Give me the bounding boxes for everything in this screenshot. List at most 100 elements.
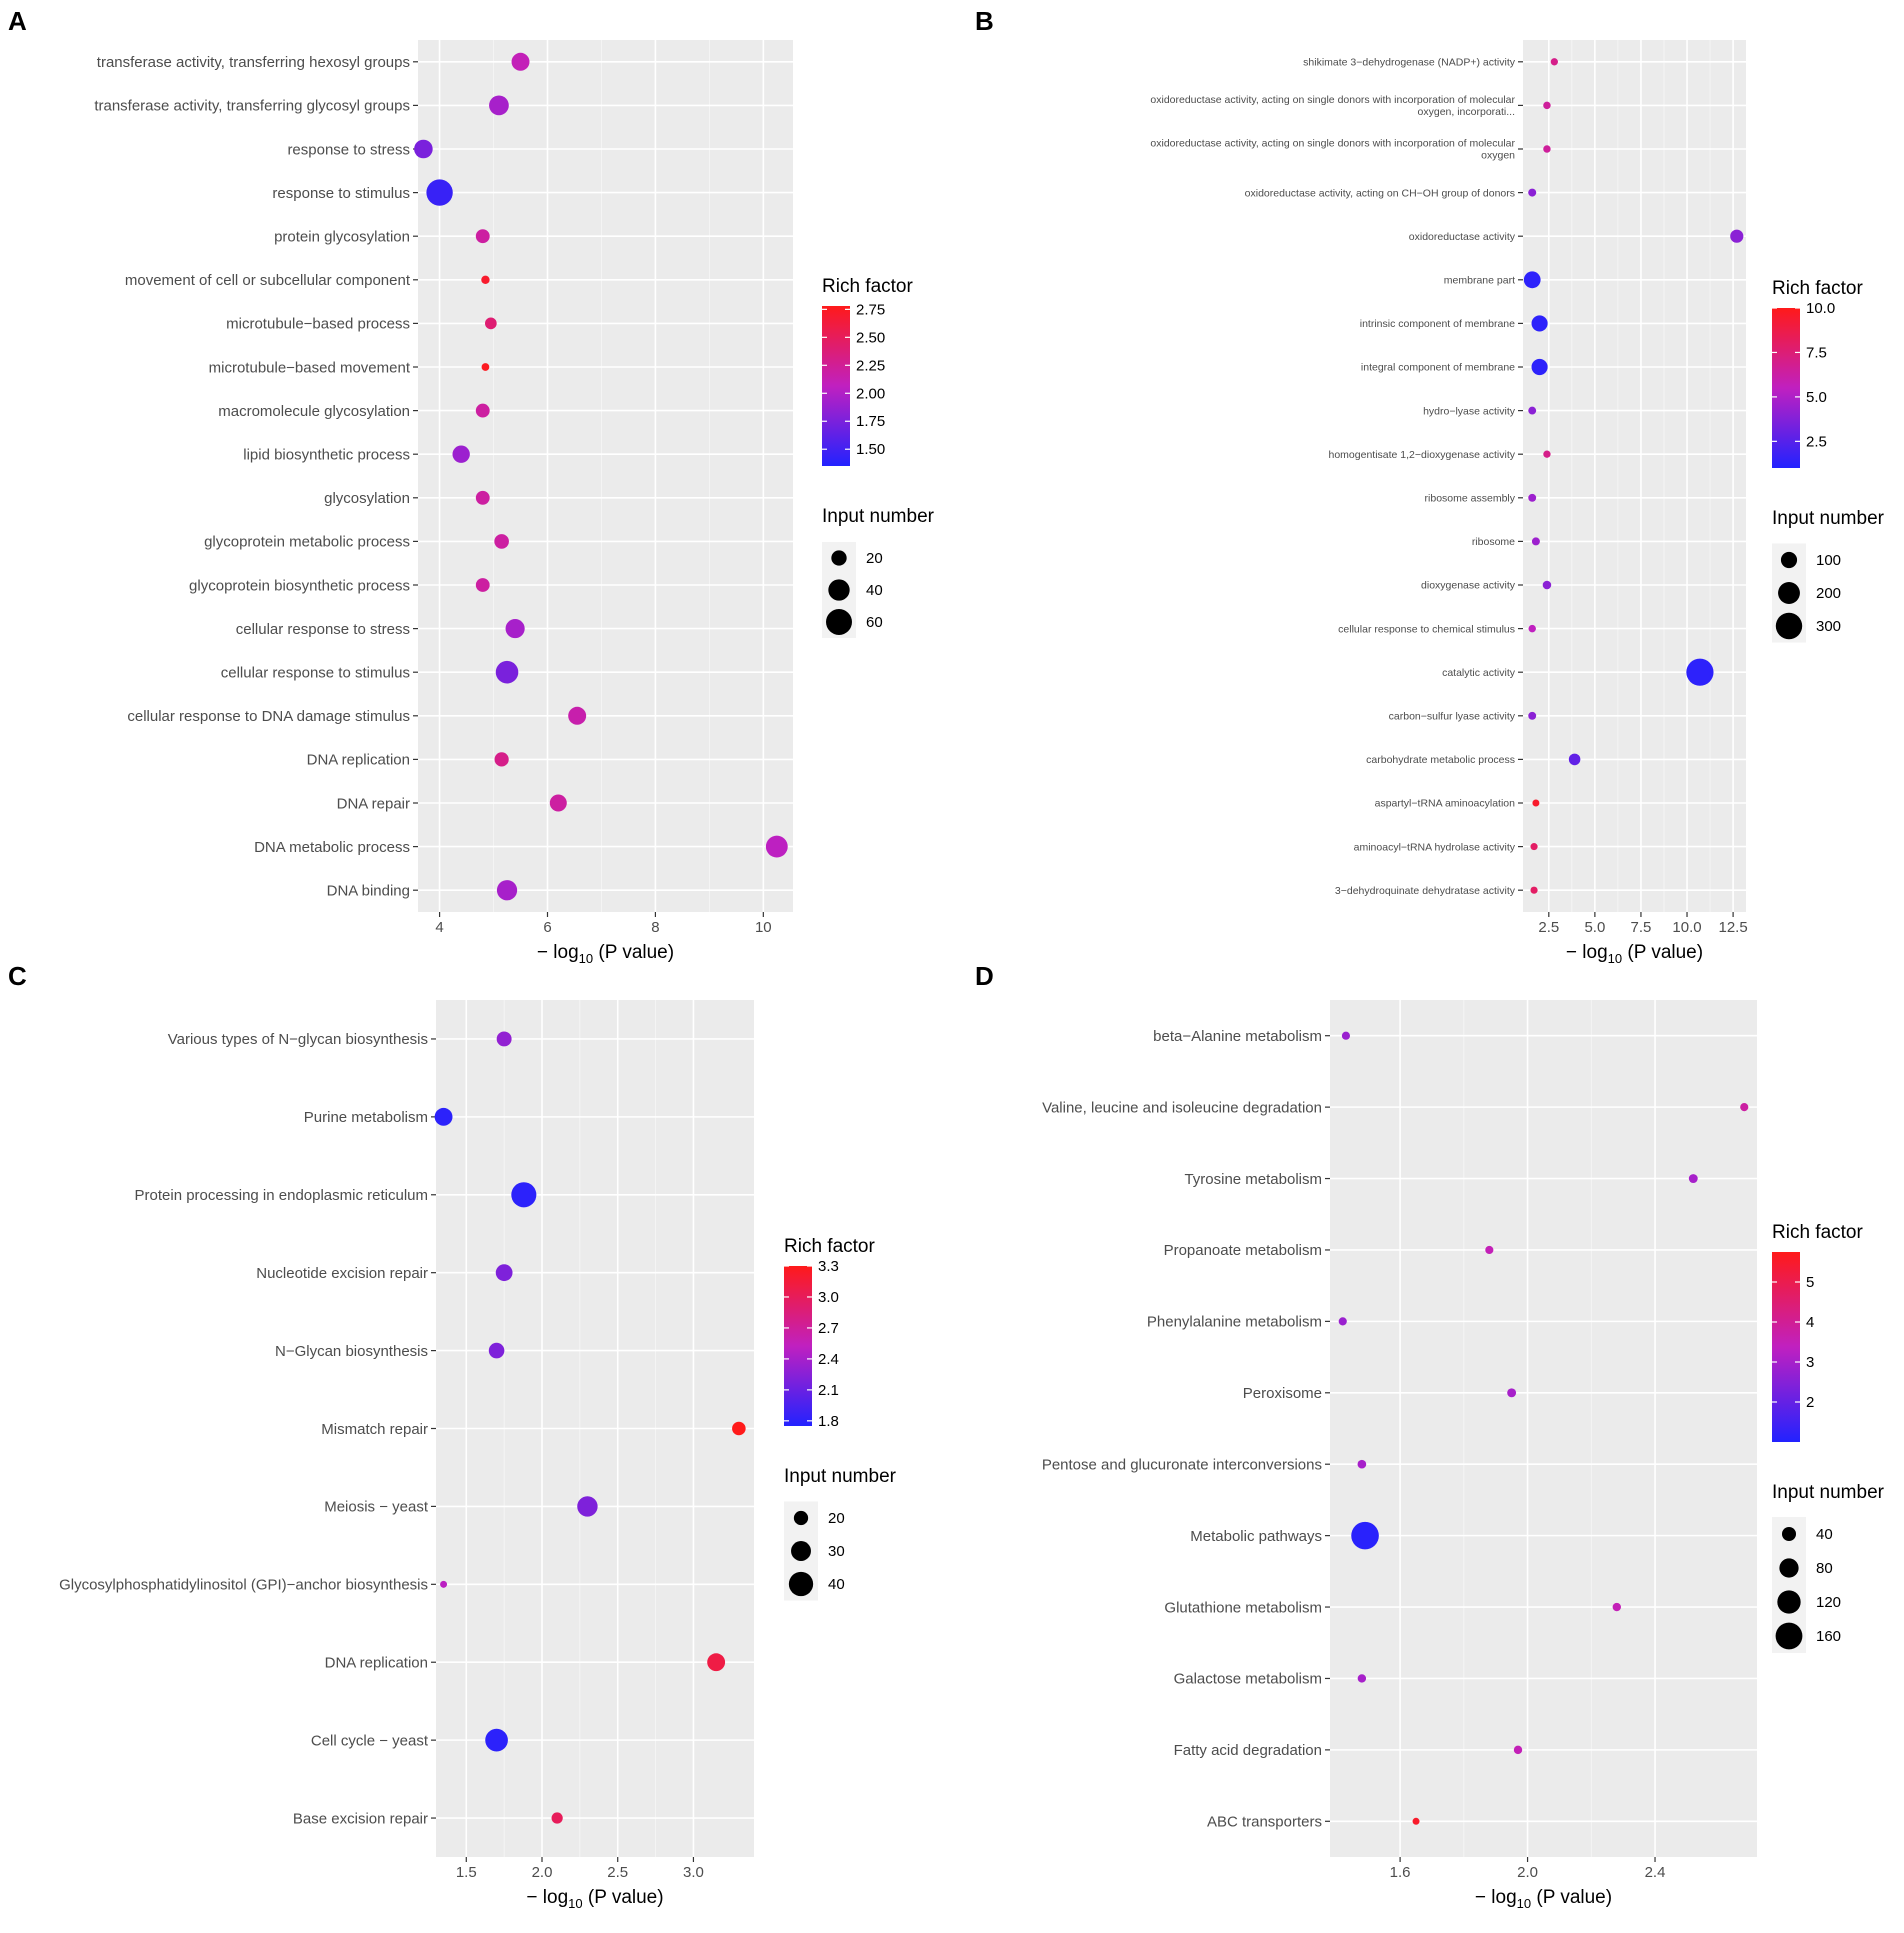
y-term-label: beta−Alanine metabolism [1153, 1028, 1322, 1045]
data-point [496, 880, 518, 901]
y-term-label: membrane part [1444, 274, 1515, 286]
data-point [1357, 1459, 1367, 1469]
y-term-label: Phenylalanine metabolism [1147, 1314, 1322, 1331]
size-key-point [793, 1510, 809, 1526]
data-point [1507, 1388, 1517, 1398]
x-tick-label: 2.5 [607, 1864, 628, 1881]
y-term-label: DNA metabolic process [254, 839, 410, 856]
data-point [1338, 1317, 1347, 1326]
data-point [434, 1107, 453, 1126]
data-point [484, 317, 497, 330]
size-key-point [1777, 1590, 1801, 1614]
size-key-label: 80 [1816, 1560, 1833, 1577]
y-term-label: transferase activity, transferring glyco… [94, 98, 410, 115]
data-point [1543, 450, 1551, 458]
data-point [1523, 271, 1541, 289]
y-term-label: Glutathione metabolism [1164, 1599, 1322, 1616]
x-tick-label: 10.0 [1672, 919, 1701, 936]
data-point [481, 275, 490, 285]
plot-background [418, 40, 793, 912]
y-term-label: intrinsic component of membrane [1360, 318, 1515, 330]
size-key-point [828, 579, 850, 601]
rich-factor-legend-title: Rich factor [1772, 278, 1863, 299]
colorbar-label: 1.75 [856, 413, 885, 430]
size-key-point [1775, 612, 1803, 640]
data-point [1730, 229, 1744, 243]
data-point [1530, 886, 1538, 894]
panel-D: D 1.6 2.0 2.4 beta−Alanine metabolism Valine,… [975, 961, 1885, 1911]
y-term-label: Galactose metabolism [1174, 1671, 1322, 1688]
y-term-label: carbon−sulfur lyase activity [1389, 710, 1516, 722]
data-point [1550, 58, 1558, 66]
size-key-point [1781, 1526, 1797, 1542]
input-number-legend-title: Input number [1772, 508, 1885, 529]
colorbar-label: 2.00 [856, 385, 885, 402]
data-point [426, 179, 453, 206]
data-point [511, 1182, 537, 1208]
y-term-label: ABC transporters [1207, 1814, 1322, 1831]
x-tick-label: 4 [435, 919, 443, 936]
y-term-label: cellular response to stimulus [221, 664, 410, 681]
size-key-label: 40 [1816, 1526, 1833, 1543]
data-point [577, 1496, 598, 1517]
data-point [1528, 493, 1537, 502]
colorbar-label: 5.0 [1806, 389, 1827, 406]
y-term-label: response to stimulus [272, 185, 410, 202]
y-term-label: oxidoreductase activity, acting on singl… [1150, 138, 1515, 150]
data-point [1412, 1817, 1420, 1825]
y-term-label: Meiosis − yeast [324, 1499, 429, 1516]
x-axis-title-prefix: − log [1475, 1887, 1517, 1908]
data-point [1531, 358, 1548, 376]
data-point [1528, 711, 1537, 720]
y-term-label: shikimate 3−dehydrogenase (NADP+) activi… [1303, 56, 1516, 68]
data-point [1341, 1031, 1351, 1040]
y-term-label: oxygen, incorporati... [1418, 106, 1515, 118]
data-point [1612, 1602, 1621, 1612]
data-point [1542, 580, 1552, 590]
rich-factor-colorbar [1772, 1252, 1800, 1442]
data-point [549, 794, 567, 812]
size-key-label: 40 [828, 1576, 845, 1593]
size-key-point [1779, 1558, 1799, 1578]
panel-C: C 1.5 2.0 2.5 3.0 Various types of N−glycan b… [8, 961, 897, 1911]
x-tick-label: 2.0 [532, 1864, 553, 1881]
x-tick-label: 3.0 [683, 1864, 704, 1881]
data-point [494, 534, 509, 549]
x-axis-title-suffix: (P value) [583, 1887, 664, 1908]
y-term-label: Nucleotide excision repair [256, 1265, 428, 1282]
y-term-label: movement of cell or subcellular componen… [125, 272, 411, 289]
data-point [475, 578, 490, 592]
x-axis-title: − log10 (P value) [526, 1887, 663, 1911]
y-term-label: lipid biosynthetic process [243, 446, 410, 463]
y-term-label: microtubule−based movement [209, 359, 411, 376]
y-term-label: oxidoreductase activity [1409, 231, 1516, 243]
data-point [475, 229, 490, 244]
data-point [1543, 145, 1551, 153]
rich-factor-legend-title: Rich factor [1772, 1222, 1863, 1243]
y-term-label: Mismatch repair [321, 1421, 428, 1438]
size-key-label: 30 [828, 1543, 845, 1560]
panel-letter: B [975, 6, 994, 36]
rich-factor-colorbar [822, 306, 850, 466]
y-term-label: Pentose and glucuronate interconversions [1042, 1456, 1322, 1473]
y-term-label: aminoacyl−tRNA hydrolase activity [1354, 841, 1516, 853]
colorbar-label: 5 [1806, 1274, 1814, 1291]
data-point [1485, 1245, 1494, 1255]
y-term-label: Propanoate metabolism [1164, 1242, 1322, 1259]
data-point [1357, 1674, 1367, 1683]
data-point [495, 660, 519, 684]
size-key-label: 40 [866, 582, 883, 599]
y-term-label: Glycosylphosphatidylinositol (GPI)−ancho… [59, 1577, 428, 1594]
data-point [1740, 1103, 1749, 1112]
data-point [485, 1728, 508, 1752]
y-term-label: oxygen [1481, 150, 1515, 162]
input-number-legend-title: Input number [784, 1466, 897, 1487]
data-point [414, 139, 433, 159]
plot-background [1523, 40, 1746, 912]
x-tick-label: 7.5 [1631, 919, 1652, 936]
size-key-point [1778, 582, 1800, 604]
y-term-label: Cell cycle − yeast [311, 1732, 429, 1749]
data-point [505, 619, 525, 639]
panel-letter: A [8, 6, 27, 36]
